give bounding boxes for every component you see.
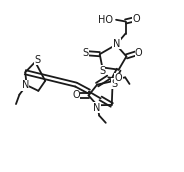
Text: S: S [99,66,105,76]
Text: N: N [93,103,101,113]
Text: HO: HO [98,15,113,25]
Text: S: S [34,55,40,64]
Text: N: N [22,80,29,90]
Text: O: O [133,14,140,24]
Text: S: S [111,79,117,89]
Text: O: O [115,73,123,83]
Text: O: O [72,90,80,100]
Text: O: O [135,48,143,58]
Text: S: S [83,48,89,58]
Text: N: N [113,39,120,49]
